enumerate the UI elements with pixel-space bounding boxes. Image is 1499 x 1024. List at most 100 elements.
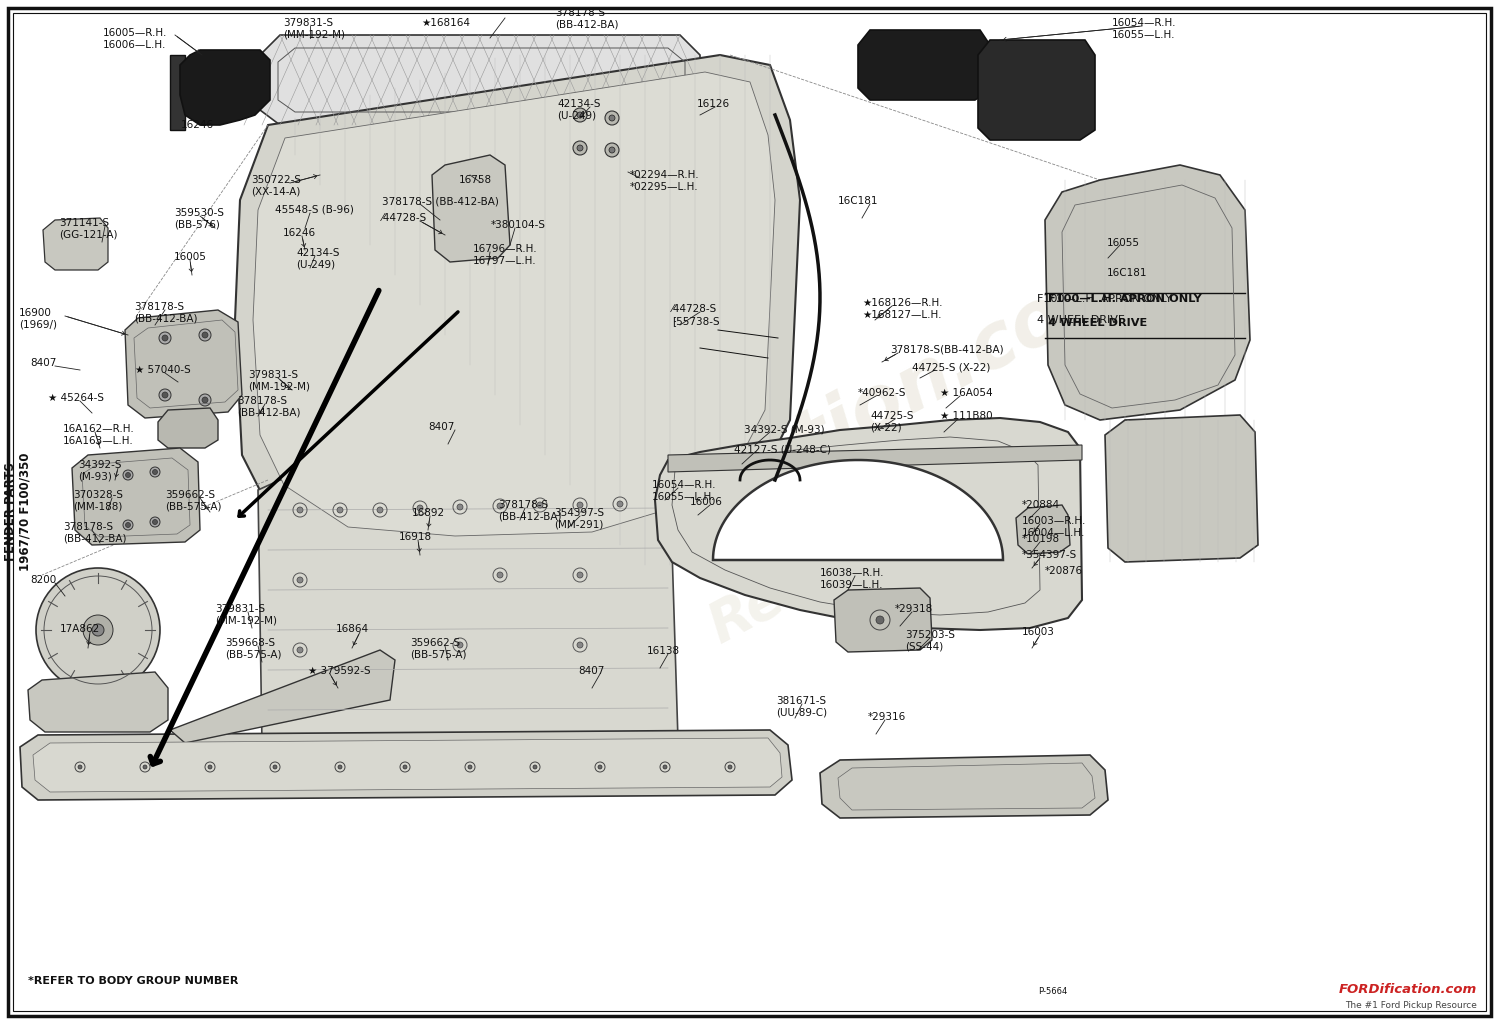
Text: 359662-S
(BB-575-A): 359662-S (BB-575-A) (165, 490, 222, 512)
Polygon shape (977, 40, 1094, 140)
Circle shape (498, 572, 504, 578)
Text: 34392-S
(M-93): 34392-S (M-93) (78, 460, 121, 481)
Polygon shape (157, 408, 217, 449)
Circle shape (457, 504, 463, 510)
Text: 17A862: 17A862 (60, 624, 100, 634)
Text: 16796—R.H.
16797—L.H.: 16796—R.H. 16797—L.H. (474, 244, 538, 265)
Text: 16054—R.H.
16055—L.H.: 16054—R.H. 16055—L.H. (652, 480, 717, 502)
Polygon shape (432, 155, 510, 262)
Text: 4 WHEEL DRIVE: 4 WHEEL DRIVE (1048, 318, 1147, 328)
Text: 34392-S (M-93): 34392-S (M-93) (744, 424, 824, 434)
Circle shape (609, 115, 615, 121)
Text: *40962-S: *40962-S (857, 388, 907, 398)
Text: 350722-S
(XX-14-A): 350722-S (XX-14-A) (250, 175, 301, 197)
Polygon shape (169, 55, 184, 130)
Circle shape (123, 470, 133, 480)
Circle shape (606, 143, 619, 157)
Text: 16892: 16892 (412, 508, 445, 518)
Circle shape (573, 141, 588, 155)
Text: 378178-S
(BB-412-BA): 378178-S (BB-412-BA) (63, 522, 126, 544)
Text: 45548-S (B-96): 45548-S (B-96) (274, 205, 354, 215)
Polygon shape (1105, 415, 1258, 562)
Circle shape (577, 642, 583, 648)
Circle shape (534, 765, 537, 769)
Circle shape (457, 642, 463, 648)
Polygon shape (833, 588, 932, 652)
Text: 8407: 8407 (579, 666, 604, 676)
Circle shape (577, 112, 583, 118)
Text: 8407: 8407 (429, 422, 454, 432)
Text: *380104-S: *380104-S (492, 220, 546, 230)
Polygon shape (253, 72, 775, 536)
Circle shape (150, 467, 160, 477)
Text: *02294—R.H.
*02295—L.H.: *02294—R.H. *02295—L.H. (630, 170, 700, 191)
Circle shape (199, 394, 211, 406)
Polygon shape (1045, 165, 1250, 420)
Circle shape (202, 332, 208, 338)
Circle shape (468, 765, 472, 769)
Text: 354397-S
(MM-291): 354397-S (MM-291) (555, 508, 604, 529)
Text: F100—L.H. APRON ONLY: F100—L.H. APRON ONLY (1037, 294, 1172, 304)
Text: 16138: 16138 (648, 646, 681, 656)
Text: 375203-S
(SS-44): 375203-S (SS-44) (905, 630, 955, 651)
Text: Resource: Resource (700, 472, 979, 654)
Polygon shape (28, 672, 168, 732)
Text: 378178-S(BB-412-BA): 378178-S(BB-412-BA) (890, 345, 1004, 355)
Polygon shape (259, 35, 700, 125)
Text: 16918: 16918 (399, 532, 432, 542)
Text: 42127-S (U-248-C): 42127-S (U-248-C) (735, 444, 830, 454)
Text: *20884: *20884 (1022, 500, 1060, 510)
Text: FENDER PARTS
1967/70 F100/350: FENDER PARTS 1967/70 F100/350 (4, 453, 31, 571)
Text: 44725-S
(X-22): 44725-S (X-22) (869, 411, 913, 432)
Text: ★ 57040-S: ★ 57040-S (135, 365, 190, 375)
Text: FORDification.com: FORDification.com (1339, 983, 1477, 996)
Text: 16C181: 16C181 (838, 196, 878, 206)
Circle shape (91, 624, 103, 636)
Text: 42134-S
(U-249): 42134-S (U-249) (295, 248, 339, 269)
Circle shape (378, 507, 384, 513)
Text: FORDification.com: FORDification.com (411, 241, 1148, 681)
Circle shape (159, 332, 171, 344)
Text: 16864: 16864 (336, 624, 369, 634)
Text: 8407: 8407 (30, 358, 57, 368)
Circle shape (618, 501, 624, 507)
Text: 378178-S
(BB-412-BA): 378178-S (BB-412-BA) (498, 500, 562, 521)
Circle shape (273, 765, 277, 769)
Text: 378178-S
(BB-412-BA): 378178-S (BB-412-BA) (237, 396, 300, 418)
Text: 378178-S (BB-412-BA): 378178-S (BB-412-BA) (382, 196, 499, 206)
Text: 16246: 16246 (283, 228, 316, 238)
Text: 371141-S
(GG-121-A): 371141-S (GG-121-A) (58, 218, 117, 240)
Text: The #1 Ford Pickup Resource: The #1 Ford Pickup Resource (1345, 1001, 1477, 1010)
Circle shape (573, 108, 588, 122)
Circle shape (609, 147, 615, 153)
Text: 42134-S
(U-249): 42134-S (U-249) (558, 99, 601, 121)
Text: 16003—R.H.
16004—L.H.: 16003—R.H. 16004—L.H. (1022, 516, 1087, 538)
Polygon shape (43, 218, 108, 270)
Circle shape (297, 647, 303, 653)
Polygon shape (180, 50, 270, 125)
Text: F100—L.H. APRON ONLY: F100—L.H. APRON ONLY (1048, 294, 1202, 304)
Circle shape (82, 615, 112, 645)
Polygon shape (857, 30, 989, 100)
Text: 378178-S
(BB-412-BA): 378178-S (BB-412-BA) (133, 302, 198, 324)
Circle shape (126, 522, 130, 527)
Circle shape (208, 765, 211, 769)
Circle shape (417, 505, 423, 511)
Text: 359668-S
(BB-575-A): 359668-S (BB-575-A) (225, 638, 282, 659)
Circle shape (162, 392, 168, 398)
Text: 44725-S (X-22): 44725-S (X-22) (911, 362, 991, 372)
Circle shape (577, 572, 583, 578)
Text: 16038—R.H.
16039—L.H.: 16038—R.H. 16039—L.H. (820, 568, 884, 590)
Polygon shape (169, 650, 396, 743)
Circle shape (498, 503, 504, 509)
Circle shape (153, 519, 157, 524)
Text: 359662-S
(BB-575-A): 359662-S (BB-575-A) (411, 638, 466, 659)
Circle shape (403, 765, 408, 769)
Text: 16055: 16055 (1106, 238, 1141, 248)
Circle shape (337, 507, 343, 513)
Polygon shape (19, 730, 791, 800)
Circle shape (159, 389, 171, 401)
Text: 381671-S
(UU-89-C): 381671-S (UU-89-C) (776, 696, 827, 718)
Polygon shape (820, 755, 1108, 818)
Circle shape (153, 469, 157, 474)
